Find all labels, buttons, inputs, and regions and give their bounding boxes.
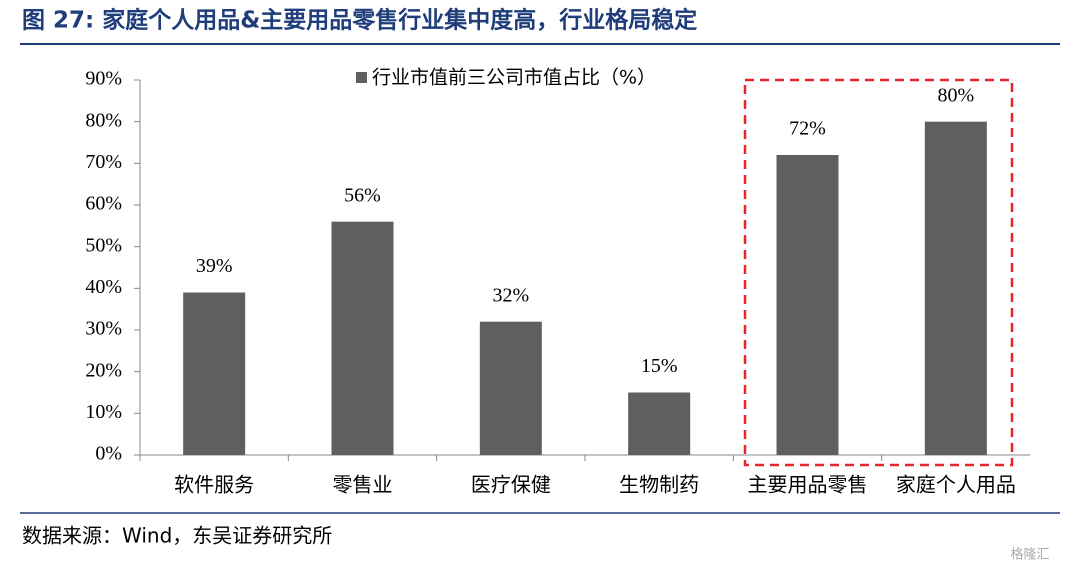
- source-note: 数据来源：Wind，东吴证券研究所: [22, 524, 332, 548]
- x-tick-label: 家庭个人用品: [896, 473, 1016, 497]
- y-tick-label: 70%: [85, 151, 122, 173]
- bar: [479, 321, 542, 455]
- value-label: 56%: [344, 184, 381, 206]
- legend-label: 行业市值前三公司市值占比（%）: [372, 67, 656, 89]
- y-tick-label: 0%: [95, 443, 122, 465]
- value-label: 80%: [937, 84, 974, 106]
- bar: [628, 392, 691, 455]
- chart-title: 图 27: 家庭个人用品&主要用品零售行业集中度高，行业格局稳定: [22, 7, 697, 34]
- y-tick-label: 20%: [85, 359, 122, 381]
- x-tick-label: 生物制药: [619, 473, 699, 497]
- y-tick-label: 40%: [85, 276, 122, 298]
- x-tick-label: 医疗保健: [471, 473, 551, 497]
- bar: [924, 121, 987, 456]
- value-label: 32%: [492, 284, 529, 306]
- watermark: 格隆汇: [1010, 547, 1049, 563]
- y-tick-label: 50%: [85, 234, 122, 256]
- y-tick-label: 60%: [85, 193, 122, 215]
- bar: [183, 292, 246, 455]
- legend-swatch: [356, 72, 367, 83]
- bar: [776, 155, 839, 455]
- x-tick-label: 软件服务: [174, 473, 254, 497]
- y-tick-label: 30%: [85, 318, 122, 340]
- value-label: 15%: [641, 355, 678, 377]
- highlight-box: [743, 78, 1014, 467]
- y-tick-label: 80%: [85, 109, 122, 131]
- value-label: 72%: [789, 118, 826, 140]
- bar: [331, 221, 394, 455]
- y-tick-label: 90%: [85, 68, 122, 90]
- x-tick-label: 零售业: [333, 473, 393, 497]
- x-tick-label: 主要用品零售: [748, 473, 868, 497]
- y-tick-label: 10%: [85, 401, 122, 423]
- value-label: 39%: [196, 255, 233, 277]
